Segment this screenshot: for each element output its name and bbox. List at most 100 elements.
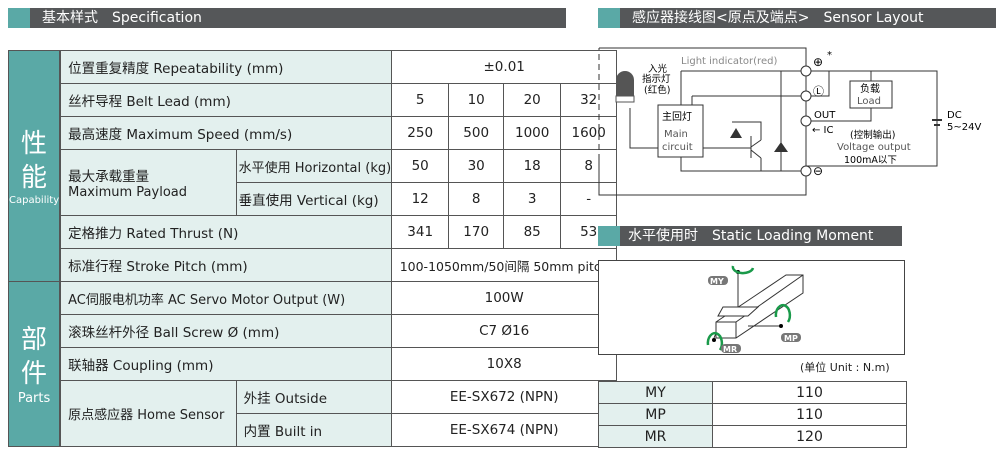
rows-thrust-values-0: 341 <box>391 215 450 249</box>
rows-speed-values-2: 1000 <box>503 116 562 150</box>
table-row: 标准行程 Stroke Pitch (mm) 100-1050mm/50间隔 50… <box>9 248 618 282</box>
headers-sensor: 感应器接线图<原点及端点> Sensor Layout <box>632 10 924 26</box>
rows-payload-vertical-values-1: 8 <box>448 182 505 216</box>
capability-cn1: 性 <box>21 128 48 159</box>
sensor-header: 感应器接线图<原点及端点> Sensor Layout <box>598 8 996 28</box>
headers-moment: 水平使用时 Static Loading Moment <box>628 228 874 244</box>
diagram-l: Ⓛ <box>813 85 824 98</box>
diagram-ctrl: (控制输出) <box>850 129 895 141</box>
table-row: 垂直使用 Vertical (kg) 12 8 3- <box>9 182 618 216</box>
diagram-main_en2: circuit <box>662 142 693 153</box>
diagram-led_cn3: (红色) <box>644 84 670 96</box>
moment-table-1-v: 110 <box>712 403 907 426</box>
spec-header: 基本样式 Specification <box>8 8 566 28</box>
rows-speed-label: 最高速度 Maximum Speed (mm/s) <box>59 116 393 150</box>
rows-lead-values-3: 32 <box>560 83 618 117</box>
diagram-dc_v: 5~24V <box>947 122 981 133</box>
moment-table-0-k: MY <box>598 381 713 404</box>
rows-screw-value: C7 Ø16 <box>391 314 618 348</box>
diagram-vout: Voltage output <box>837 142 911 153</box>
capability-cn2: 能 <box>21 162 48 193</box>
table-row: MY 110 <box>598 381 907 404</box>
rows-speed-values-0: 250 <box>391 116 450 150</box>
rows-lead-values-1: 10 <box>448 83 505 117</box>
rows-payload-horizontal-values-0: 50 <box>391 149 450 183</box>
rows-speed-values-3: 1600 <box>560 116 618 150</box>
moment-header: 水平使用时 Static Loading Moment <box>598 226 902 246</box>
rows-thrust-values-1: 170 <box>448 215 505 249</box>
diagram-load_cn: 负载 <box>860 82 880 95</box>
diagram-led_cn1: 入光 <box>648 63 668 75</box>
diagram-star: * <box>827 50 832 61</box>
rows-lead-values-2: 20 <box>503 83 562 117</box>
table-row: 最大承载重量 Maximum Payload 水平使用 Horizontal (k… <box>9 149 618 216</box>
diagram-light_indicator: Light indicator(red) <box>681 56 777 67</box>
table-row: MP 110 <box>598 403 907 426</box>
diagram-led_cn2: 指示灯 <box>642 73 671 85</box>
rows-thrust-values-2: 85 <box>503 215 562 249</box>
moment-labels-2: MR <box>723 345 737 354</box>
table-row: 滚珠丝杆外径 Ball Screw Ø (mm) C7 Ø16 <box>9 314 618 348</box>
headers-spec: 基本样式 Specification <box>42 10 202 26</box>
diagram-dc: DC <box>947 110 962 121</box>
rows-payload-vertical-label: 垂直使用 Vertical (kg) <box>235 182 393 216</box>
rows-motor-value: 100W <box>391 281 618 315</box>
rows-thrust-label: 定格推力 Rated Thrust (N) <box>59 215 393 249</box>
rows-repeat-value: ±0.01 <box>391 50 618 84</box>
moment-table-2-v: 120 <box>712 425 907 448</box>
table-row: 定格推力 Rated Thrust (N) 341 170 85 53 <box>9 215 618 249</box>
table-row: 原点感应器 Home Sensor 外挂 Outside EE-SX672 (NPN… <box>9 380 618 447</box>
moment-table: MY 110 MP 110 MR 120 <box>598 381 907 448</box>
diagram-ic: ← IC <box>812 125 834 136</box>
rows-sensor-builtin-label: 内置 Built in <box>235 413 393 447</box>
rows-payload-label_cn: 最大承载重量 <box>68 169 150 185</box>
rows-payload-horizontal-values-2: 18 <box>503 149 562 183</box>
capability-en: Capability <box>9 194 60 206</box>
rows-payload-vertical-values-0: 12 <box>391 182 450 216</box>
rows-sensor-builtin-value: EE-SX674 (NPN) <box>391 413 618 447</box>
spec-table: 性能 Capability 位置重复精度 Repeatability (mm) ±0… <box>8 50 618 447</box>
moment-labels-0: MY <box>710 277 724 286</box>
header-accent <box>598 8 620 28</box>
rows-coupling-label: 联轴器 Coupling (mm) <box>59 347 393 381</box>
rows-payload-vertical-values-3: - <box>560 182 618 216</box>
diagram-main_cn: 主回灯 <box>662 111 692 123</box>
moment-table-2-k: MR <box>598 425 713 448</box>
header-accent <box>598 226 620 246</box>
moment-table-0-v: 110 <box>712 381 907 404</box>
table-row: 丝杆导程 Belt Lead (mm) 5 10 20 32 <box>9 83 618 117</box>
capability-category: 性能 Capability <box>8 50 62 282</box>
table-row: 最高速度 Maximum Speed (mm/s) 250 500 1000 1600 <box>9 116 618 150</box>
rows-coupling-value: 10X8 <box>391 347 618 381</box>
diagram-load_en: Load <box>857 96 881 107</box>
diagram-out: OUT <box>814 110 836 121</box>
rows-screw-label: 滚珠丝杆外径 Ball Screw Ø (mm) <box>59 314 393 348</box>
diagram-minus: ⊖ <box>813 164 823 178</box>
payload-label: 最大承载重量 Maximum Payload <box>59 149 237 216</box>
rows-lead-values-0: 5 <box>391 83 450 117</box>
table-row: 性能 Capability 位置重复精度 Repeatability (mm) ±0… <box>8 50 618 282</box>
moment-labels-1: MP <box>784 334 798 343</box>
rows-sensor-outside-value: EE-SX672 (NPN) <box>391 380 618 414</box>
rows-payload-vertical-values-2: 3 <box>503 182 562 216</box>
rows-repeat-label: 位置重复精度 Repeatability (mm) <box>59 50 393 84</box>
rows-payload-horizontal-values-1: 30 <box>448 149 505 183</box>
parts-category: 部件 Parts <box>8 281 62 447</box>
rows-sensor-label: 原点感应器 Home Sensor <box>59 380 237 447</box>
parts-en: Parts <box>17 390 51 406</box>
rows-sensor-outside-label: 外挂 Outside <box>235 380 393 414</box>
table-row: MR 120 <box>598 425 907 448</box>
parts-cn1: 部 <box>21 324 48 355</box>
rows-lead-label: 丝杆导程 Belt Lead (mm) <box>59 83 393 117</box>
table-row: 内置 Built in EE-SX674 (NPN) <box>9 413 618 447</box>
rows-stroke-label: 标准行程 Stroke Pitch (mm) <box>59 248 393 282</box>
unit-label: (单位 Unit : N.m) <box>800 361 890 374</box>
table-row: 联轴器 Coupling (mm) 10X8 <box>9 347 618 381</box>
rows-stroke-value: 100-1050mm/50间隔 50mm pitch <box>391 248 618 282</box>
diagram-main_en1: Main <box>664 129 688 140</box>
header-accent <box>8 8 30 28</box>
rows-payload-horizontal-label: 水平使用 Horizontal (kg) <box>235 149 393 183</box>
table-row: 部件 Parts AC伺服电机功率 AC Servo Motor Output (… <box>8 281 618 447</box>
rows-motor-label: AC伺服电机功率 AC Servo Motor Output (W) <box>59 281 393 315</box>
